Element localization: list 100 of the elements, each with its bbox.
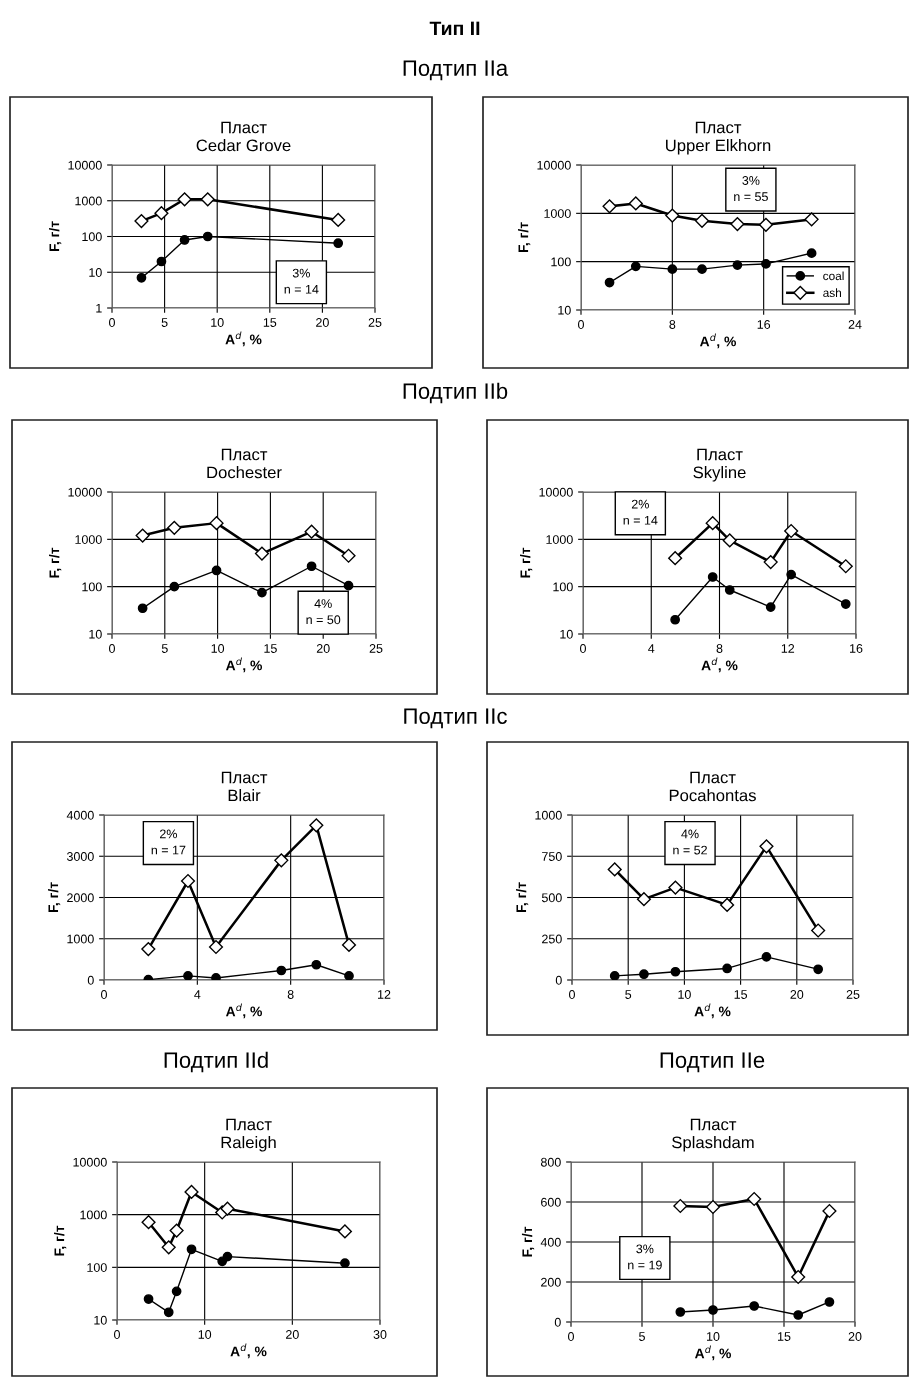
point: [838, 559, 853, 574]
x-tick-label: 15: [778, 1332, 791, 1341]
point: [806, 248, 817, 259]
x-tick-label: 4: [194, 990, 201, 999]
y-tick-label: 10000: [537, 160, 571, 170]
point: [602, 199, 617, 214]
annotation: 3% n = 55: [734, 176, 768, 202]
y-tick-label: 100: [82, 582, 102, 592]
point: [759, 839, 774, 854]
text: Подтип IIa: [403, 60, 509, 81]
point: [824, 1297, 835, 1307]
y-tick-label: 10000: [68, 487, 102, 497]
x-tick-label: 20: [316, 318, 329, 327]
point: [169, 581, 180, 592]
point: [667, 264, 678, 275]
x-tick-label: 15: [264, 644, 277, 653]
y-tick-label: 10: [89, 268, 102, 277]
point: [200, 192, 215, 207]
point: [673, 1198, 688, 1214]
x-axis-title: A$^{d}$, %: [701, 657, 738, 673]
point: [724, 585, 735, 595]
point: [136, 272, 147, 283]
y-tick-label: 10: [94, 1315, 107, 1325]
point: [813, 964, 824, 975]
y-tick-label: 1000: [80, 1210, 107, 1220]
point: [254, 546, 270, 561]
y-tick-label: 400: [540, 1237, 561, 1247]
y-axis-title: F, г/т: [49, 221, 62, 252]
y-tick-label: 1000: [544, 209, 571, 218]
point: [784, 523, 799, 539]
point: [758, 217, 774, 232]
y-tick-label: 1000: [535, 810, 562, 820]
point: [720, 897, 735, 913]
point: [747, 1191, 762, 1207]
y-tick-label: 100: [553, 582, 573, 592]
chart-title: Пласт Skyline: [693, 448, 746, 482]
annotation: 3% n = 14: [284, 268, 319, 294]
point: [211, 565, 222, 576]
y-tick-label: 1: [96, 303, 102, 313]
point: [341, 937, 357, 953]
point: [137, 603, 148, 614]
point: [636, 892, 652, 907]
point: [169, 1223, 184, 1238]
chart-title: Пласт Raleigh: [221, 1118, 276, 1152]
point: [668, 880, 683, 895]
point: [134, 214, 149, 229]
y-tick-label: 100: [551, 257, 571, 267]
text: Подтип IIc: [404, 708, 507, 729]
point: [167, 520, 182, 535]
y-tick-label: 0: [87, 975, 94, 985]
y-tick-label: 2000: [67, 893, 94, 903]
point: [749, 1301, 760, 1311]
annotation: 3% n = 19: [628, 1244, 662, 1270]
point: [793, 1310, 804, 1320]
x-tick-label: 25: [369, 644, 383, 653]
x-axis-title: A$^{d}$, %: [225, 657, 263, 673]
y-axis-title: F, г/т: [54, 1225, 67, 1256]
point: [257, 587, 267, 598]
point: [840, 599, 851, 609]
y-tick-label: 250: [542, 934, 562, 944]
point: [177, 192, 192, 207]
x-axis-title: A$^{d}$, %: [694, 1003, 731, 1019]
y-axis-title: F, г/т: [49, 547, 62, 578]
y-tick-label: 10: [560, 629, 573, 639]
legend-label: ash: [823, 288, 841, 298]
point: [705, 1199, 721, 1215]
x-tick-label: 0: [578, 320, 584, 329]
point: [141, 1215, 156, 1230]
point: [609, 971, 620, 980]
x-axis-title: A$^{d}$, %: [694, 1345, 732, 1361]
text: Тип II: [429, 21, 480, 36]
point: [811, 923, 826, 938]
point: [344, 971, 354, 980]
y-axis-title: F, г/т: [520, 547, 533, 578]
y-tick-label: 100: [82, 232, 102, 242]
y-tick-label: 200: [541, 1277, 561, 1287]
x-tick-label: 0: [114, 1330, 120, 1339]
annotation: 2% n = 14: [623, 499, 658, 525]
text: Подтип IId: [164, 1051, 268, 1073]
y-tick-label: 100: [87, 1263, 107, 1272]
point: [274, 853, 289, 868]
x-axis-title: A$^{d}$, %: [225, 1003, 263, 1019]
x-tick-label: 20: [848, 1332, 862, 1341]
point: [222, 1251, 233, 1262]
x-tick-label: 8: [287, 990, 294, 999]
point: [341, 548, 356, 563]
point: [628, 196, 643, 211]
point: [211, 973, 221, 980]
y-axis-title: F, г/т: [521, 1226, 535, 1257]
point: [306, 561, 317, 572]
point: [804, 212, 819, 227]
point: [697, 264, 707, 275]
x-tick-label: 12: [781, 644, 795, 653]
point: [604, 277, 615, 288]
point: [761, 259, 771, 269]
point: [311, 959, 322, 970]
y-tick-label: 1000: [546, 535, 573, 544]
annotation: 4% n = 50: [306, 599, 341, 625]
point: [675, 1307, 686, 1317]
y-axis-title: F, г/т: [515, 882, 529, 913]
